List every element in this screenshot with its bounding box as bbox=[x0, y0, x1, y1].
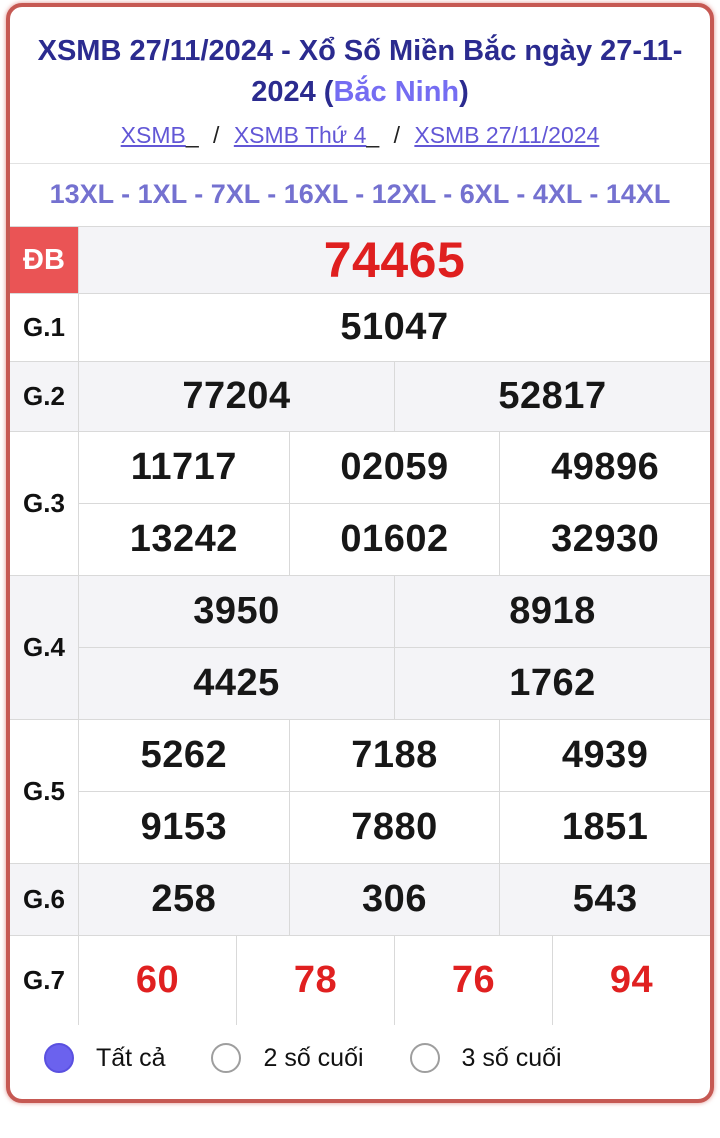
filter-option[interactable]: 3 số cuối bbox=[409, 1043, 562, 1074]
prize-number: 78 bbox=[236, 936, 394, 1026]
page-title: XSMB 27/11/2024 - Xổ Số Miền Bắc ngày 27… bbox=[10, 7, 710, 116]
filter-option-label: Tất cả bbox=[96, 1043, 166, 1072]
filter-option[interactable]: 2 số cuối bbox=[211, 1043, 364, 1074]
title-province: Bắc Ninh bbox=[333, 75, 460, 108]
prize-values: 51047 bbox=[78, 294, 710, 362]
prize-number: 11717 bbox=[78, 432, 289, 504]
filter-options: Tất cả 2 số cuối 3 số cuối bbox=[10, 1025, 710, 1099]
prize-number: 1762 bbox=[394, 648, 710, 720]
prize-label: G.5 bbox=[23, 776, 65, 807]
prize-number: 51047 bbox=[78, 294, 710, 362]
xl-line: 13XL - 1XL - 7XL - 16XL - 12XL - 6XL - 4… bbox=[49, 179, 671, 210]
prize-subrow: 258 306 543 bbox=[78, 864, 710, 936]
header-divider bbox=[10, 163, 710, 165]
prize-number: 1851 bbox=[499, 792, 710, 864]
prize-row: G.7 60 78 76 94 bbox=[10, 935, 710, 1026]
prize-subrow: 74465 bbox=[78, 227, 710, 294]
prize-subrow: 13242 01602 32930 bbox=[78, 503, 710, 576]
prize-label: G.4 bbox=[23, 632, 65, 663]
prize-subrow: 51047 bbox=[78, 294, 710, 362]
breadcrumb-trail: _ bbox=[366, 122, 380, 149]
prize-number: 7880 bbox=[288, 792, 500, 864]
prize-label: G.1 bbox=[23, 312, 65, 343]
prize-number: 76 bbox=[394, 936, 552, 1026]
prize-row: ĐB 74465 bbox=[10, 227, 710, 294]
prize-number: 77204 bbox=[78, 362, 394, 432]
breadcrumb-link[interactable]: XSMB Thứ 4 bbox=[233, 122, 367, 149]
prize-number: 543 bbox=[499, 864, 710, 936]
prize-subrow: 3950 8918 bbox=[78, 576, 710, 648]
prize-subrow: 4425 1762 bbox=[78, 647, 710, 720]
breadcrumb-trail: _ bbox=[185, 122, 199, 149]
prize-number: 32930 bbox=[499, 504, 710, 576]
title-text: XSMB 27/11/2024 - Xổ Số Miền Bắc ngày 27… bbox=[37, 35, 683, 108]
prize-number: 7188 bbox=[288, 720, 500, 792]
results-card: XSMB 27/11/2024 - Xổ Số Miền Bắc ngày 27… bbox=[6, 3, 714, 1104]
radio-icon[interactable] bbox=[44, 1043, 74, 1074]
prize-number: 5262 bbox=[78, 720, 289, 792]
prize-number: 8918 bbox=[394, 576, 710, 648]
filter-option-label: 3 số cuối bbox=[461, 1043, 562, 1072]
prize-values: 5262 7188 4939 9153 7880 1851 bbox=[78, 720, 710, 864]
prize-row: G.3 11717 02059 49896 13242 01602 32930 bbox=[10, 431, 710, 576]
prize-subrow: 11717 02059 49896 bbox=[78, 432, 710, 504]
prize-values: 77204 52817 bbox=[78, 362, 710, 432]
breadcrumb-link[interactable]: XSMB 27/11/2024 bbox=[414, 122, 600, 149]
prize-subrow: 5262 7188 4939 bbox=[78, 720, 710, 792]
prize-label: G.2 bbox=[23, 381, 65, 412]
prize-subrow: 9153 7880 1851 bbox=[78, 791, 710, 864]
prize-number: 258 bbox=[78, 864, 289, 936]
prize-subrow: 77204 52817 bbox=[78, 362, 710, 432]
prize-number: 52817 bbox=[394, 362, 710, 432]
prize-number: 3950 bbox=[78, 576, 394, 648]
results-table: ĐB 74465 G.1 51047 G.2 77204 52817 G.3 11717 0205… bbox=[10, 226, 710, 1026]
prize-number: 306 bbox=[288, 864, 500, 936]
breadcrumb-separator: / bbox=[206, 122, 226, 149]
prize-number: 13242 bbox=[78, 504, 289, 576]
prize-row: G.1 51047 bbox=[10, 293, 710, 362]
radio-icon[interactable] bbox=[211, 1043, 242, 1074]
title-suffix: ) bbox=[459, 75, 469, 108]
prize-row: G.2 77204 52817 bbox=[10, 361, 710, 432]
prize-values: 74465 bbox=[78, 227, 710, 294]
prize-number: 02059 bbox=[288, 432, 500, 504]
prize-number: 74465 bbox=[78, 227, 710, 294]
prize-number: 9153 bbox=[78, 792, 289, 864]
prize-row: G.4 3950 8918 4425 1762 bbox=[10, 575, 710, 720]
prize-row: G.5 5262 7188 4939 9153 7880 1851 bbox=[10, 719, 710, 864]
prize-values: 258 306 543 bbox=[78, 864, 710, 936]
breadcrumb: XSMB_ / XSMB Thứ 4_ / XSMB 27/11/2024 bbox=[10, 116, 710, 151]
prize-number: 4425 bbox=[78, 648, 394, 720]
prize-values: 60 78 76 94 bbox=[78, 936, 710, 1026]
filter-option-label: 2 số cuối bbox=[263, 1043, 364, 1072]
radio-icon[interactable] bbox=[409, 1043, 440, 1074]
prize-number: 4939 bbox=[499, 720, 710, 792]
prize-values: 3950 8918 4425 1762 bbox=[78, 576, 710, 720]
prize-number: 49896 bbox=[499, 432, 710, 504]
prize-row: G.6 258 306 543 bbox=[10, 863, 710, 936]
prize-number: 60 bbox=[78, 936, 236, 1026]
prize-values: 11717 02059 49896 13242 01602 32930 bbox=[78, 432, 710, 576]
prize-subrow: 60 78 76 94 bbox=[78, 936, 710, 1026]
prize-label: ĐB bbox=[10, 227, 78, 294]
filter-option[interactable]: Tất cả bbox=[44, 1043, 166, 1074]
prize-label: G.3 bbox=[23, 488, 65, 519]
breadcrumb-separator: / bbox=[387, 122, 407, 149]
prize-number: 94 bbox=[552, 936, 710, 1026]
breadcrumb-link[interactable]: XSMB bbox=[120, 122, 186, 149]
prize-label: G.7 bbox=[23, 965, 65, 996]
prize-label: G.6 bbox=[23, 884, 65, 915]
prize-number: 01602 bbox=[288, 504, 500, 576]
